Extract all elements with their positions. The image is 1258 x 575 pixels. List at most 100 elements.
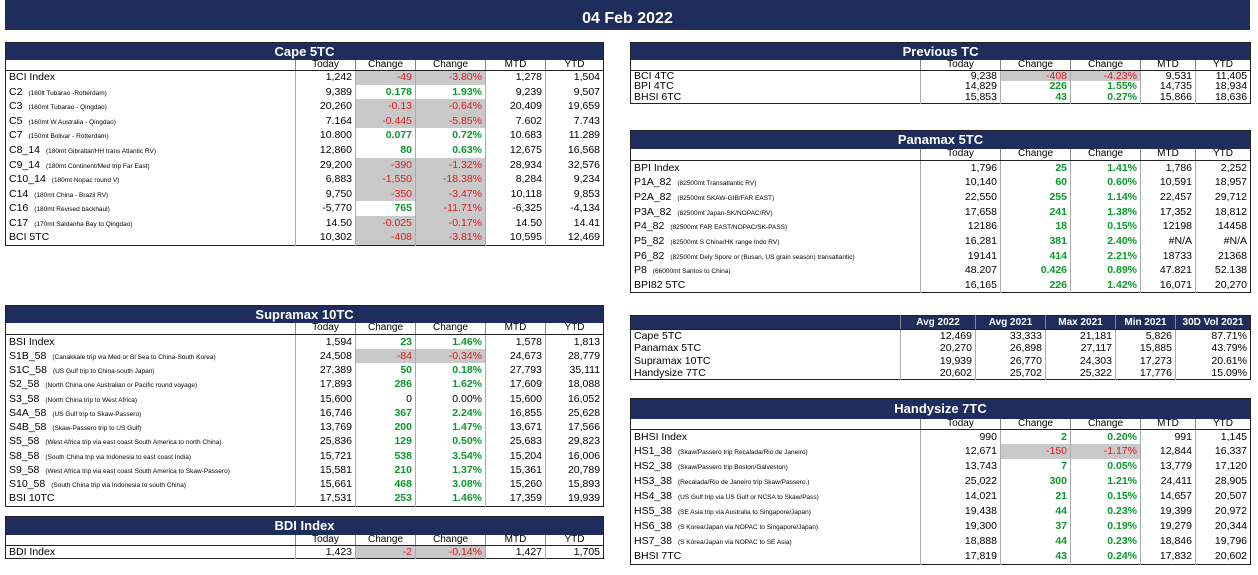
- cell-value: 15,600: [295, 391, 356, 406]
- data-row: HS4_38 (US Gulf trip via US Gulf or NCSA …: [631, 489, 1251, 504]
- row-name: S2_58: [9, 378, 40, 391]
- row-name: S10_58: [9, 478, 46, 491]
- cell-value: 29,823: [544, 434, 604, 449]
- row-name: HS6_38: [634, 520, 672, 533]
- cell-value: 80: [355, 142, 416, 158]
- data-row: P4_82 (82500mt FAR EAST/NOPAC/SK-PASS) 121…: [631, 219, 1251, 234]
- cell-value: 367: [355, 405, 416, 421]
- row-label: S2_58 (North China one Australian or Paci…: [6, 377, 296, 391]
- data-table: Supramax 10TC Today Change Change MTD YTD BSI …: [5, 305, 605, 507]
- column-header: 30D Vol 2021: [1175, 315, 1251, 330]
- cell-value: 18: [1000, 219, 1071, 234]
- cell-value: 25,322: [1045, 367, 1116, 380]
- column-header: YTD: [1194, 148, 1251, 161]
- cell-value: -1,550: [355, 172, 416, 187]
- header-row: Today Change Change MTD YTD: [630, 148, 1251, 161]
- row-name: BCI Index: [9, 71, 56, 84]
- cell-value: 19,279: [1140, 519, 1196, 534]
- row-name: BHSI 6TC: [634, 92, 682, 103]
- cell-value: 14,829: [920, 81, 1001, 92]
- row-label: C2 (160lt Tubarao -Rotterdam): [6, 85, 296, 100]
- cell-value: 9,531: [1140, 70, 1196, 81]
- cell-value: 9,507: [544, 84, 604, 100]
- cell-value: 0.426: [1000, 263, 1071, 278]
- cell-value: -5,770: [295, 201, 356, 216]
- cell-value: -3.47%: [415, 186, 486, 202]
- row-label: C8_14 (180mt Gibraltar/HH trans Atlantic …: [6, 143, 296, 158]
- cell-value: 17,566: [544, 420, 604, 435]
- cell-value: 12,469: [900, 329, 976, 342]
- cell-value: 253: [355, 491, 416, 507]
- cell-value: 15,866: [1140, 92, 1196, 103]
- cell-value: 0.72%: [415, 128, 486, 143]
- cell-value: 24,411: [1140, 474, 1196, 489]
- row-name: HS2_38: [634, 460, 672, 473]
- cell-value: 1.93%: [415, 84, 486, 100]
- cell-value: 1.41%: [1070, 160, 1141, 176]
- cell-value: 20,270: [1194, 278, 1251, 293]
- data-row: C2 (160lt Tubarao -Rotterdam) 9,389 0.178 1.…: [6, 84, 604, 100]
- cell-value: 210: [355, 463, 416, 478]
- cell-value: 20,409: [485, 99, 546, 114]
- cell-value: 44: [1000, 534, 1071, 549]
- cell-value: #N/A: [1194, 233, 1251, 249]
- title-row: Panamax 5TC: [630, 130, 1251, 149]
- column-header: Today: [920, 148, 1001, 161]
- cell-value: -0.13: [355, 99, 416, 114]
- column-header: Change: [1070, 148, 1141, 161]
- cell-value: 538: [355, 448, 416, 464]
- data-row: C14 (180mt China - Brazil RV) 9,750 -350 -3.…: [6, 186, 604, 202]
- data-row: S5_58 (West Africa trip via east coast So…: [6, 434, 604, 449]
- cell-value: 15,893: [544, 477, 604, 492]
- row-name: C2: [9, 85, 23, 98]
- data-table: Handysize 7TC Today Change Change MTD YTD BHSI…: [630, 398, 1252, 565]
- row-name: BPI82 5TC: [634, 278, 686, 291]
- row-label: HS4_38 (US Gulf trip via US Gulf or NCSA …: [631, 489, 921, 504]
- row-route: (S Korea/Japan via NOPAC to Singapore/Ja…: [677, 524, 819, 532]
- row-name: Panamax 5TC: [634, 342, 702, 354]
- row-name: BPI 4TC: [634, 81, 674, 92]
- cell-value: 10,302: [295, 230, 356, 246]
- row-name: C16: [9, 202, 29, 215]
- row-name: S5_58: [9, 435, 40, 448]
- column-header: Today: [295, 322, 356, 335]
- column-header: Change: [1000, 418, 1071, 430]
- cell-value: 20,507: [1194, 489, 1251, 504]
- cell-value: 1.47%: [415, 420, 486, 435]
- row-label: HS7_38 (S Korea/Japan via NOPAC to SE Asi…: [631, 534, 921, 549]
- cell-value: 7: [1000, 459, 1071, 474]
- cell-value: 28,779: [544, 348, 604, 364]
- header-row: Today Change Change MTD YTD: [5, 322, 604, 335]
- header-blank: [630, 59, 921, 71]
- cell-value: 28,934: [485, 157, 546, 173]
- row-label: S10_58 (South China trip via Indonesia to…: [6, 477, 296, 491]
- data-row: C7 (150mt Bolivar - Rotterdam) 10.800 0.077…: [6, 128, 604, 143]
- cell-value: 10,140: [920, 175, 1001, 190]
- cell-value: 286: [355, 377, 416, 392]
- cell-value: 1.46%: [415, 491, 486, 507]
- cell-value: 468: [355, 477, 416, 492]
- cell-value: 765: [355, 201, 416, 216]
- row-label: Cape 5TC: [631, 330, 901, 343]
- cell-value: 16,337: [1194, 444, 1251, 459]
- cell-value: 9,238: [920, 70, 1001, 81]
- row-name: C17: [9, 216, 29, 229]
- row-route: (Skaw/Passero trip Recalada/Rio de Janei…: [677, 449, 808, 457]
- row-label: S1C_58 (US Gulf trip to China-south Japan…: [6, 363, 296, 377]
- cell-value: 24,673: [485, 348, 546, 364]
- data-row: Cape 5TC 12,469 33,333 21,181 5,826 87.71%: [631, 329, 1251, 343]
- cell-value: 14,735: [1140, 81, 1196, 92]
- data-row: S3_58 (North China trip to West Africa) 15…: [6, 391, 604, 406]
- data-table: Avg 2022 Avg 2021 Max 2021 Min 2021 30D Vol …: [630, 315, 1251, 380]
- cell-value: 19141: [920, 248, 1001, 264]
- cell-value: 11,405: [1194, 70, 1251, 81]
- cell-value: 24,508: [295, 348, 356, 364]
- row-label: P1A_82 (82500mt Transatlantic RV): [631, 175, 921, 190]
- cell-value: #N/A: [1140, 233, 1196, 249]
- cell-value: 43: [1000, 549, 1071, 564]
- cell-value: 0.89%: [1070, 263, 1141, 278]
- cell-value: 0.15%: [1070, 219, 1141, 234]
- column-header: Change: [1000, 148, 1071, 161]
- column-header: Avg 2022: [900, 315, 976, 330]
- row-name: S3_58: [9, 392, 40, 405]
